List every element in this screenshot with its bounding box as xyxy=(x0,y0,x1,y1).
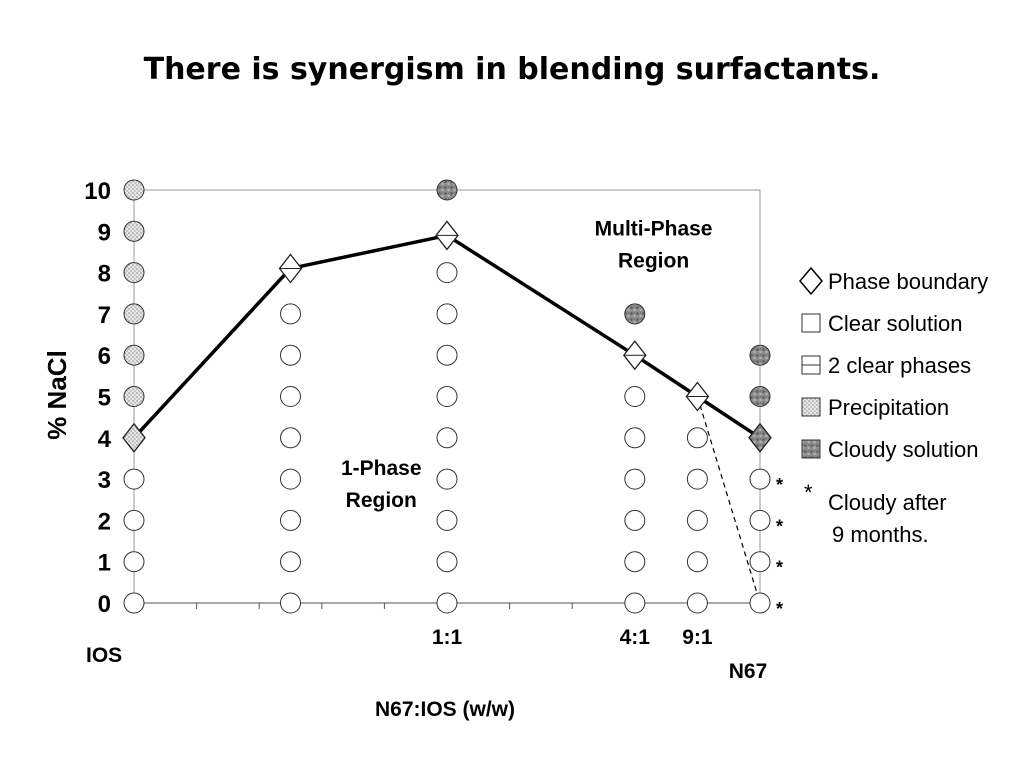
data-point-clear xyxy=(749,509,771,531)
data-point-clear xyxy=(436,551,458,573)
square-icon xyxy=(801,439,821,459)
data-point-clear xyxy=(280,427,301,449)
x-tick-label: N67 xyxy=(729,660,768,683)
region-label: Multi-Phase xyxy=(595,217,713,240)
y-axis-label: % NaCl xyxy=(42,350,72,440)
legend-label: Phase boundary xyxy=(828,269,988,294)
data-point-cloudy xyxy=(436,179,458,201)
data-point-clear xyxy=(436,262,458,284)
legend-label: Clear solution xyxy=(828,311,963,336)
data-point-cloudy xyxy=(624,303,646,325)
data-point-clear xyxy=(624,386,646,407)
data-point-clear xyxy=(280,509,301,531)
y-tick-label: 6 xyxy=(98,343,111,370)
data-point-clear xyxy=(436,468,458,490)
data-point-clear xyxy=(123,468,145,490)
y-tick-label: 9 xyxy=(98,219,111,246)
legend-note-text: Cloudy after xyxy=(828,490,947,515)
data-point-clear xyxy=(280,303,301,325)
legend-item: Precipitation xyxy=(801,395,949,420)
y-tick-label: 8 xyxy=(98,261,111,288)
data-point-clear xyxy=(749,468,771,490)
y-tick-label: 0 xyxy=(98,591,111,618)
data-point-clear xyxy=(436,303,458,325)
phase-boundary-point xyxy=(748,422,772,453)
y-tick-label: 2 xyxy=(98,508,111,535)
data-point-clear xyxy=(123,509,145,531)
data-point-precip xyxy=(123,303,145,325)
data-point-clear xyxy=(280,344,301,366)
data-point-clear xyxy=(686,509,708,531)
y-tick-label: 10 xyxy=(84,178,111,205)
data-point-clear xyxy=(686,592,708,614)
data-point-clear xyxy=(749,551,771,573)
legend-item: Phase boundary xyxy=(799,266,988,296)
star-marker: * xyxy=(776,516,783,536)
x-axis-label: N67:IOS (w/w) xyxy=(375,698,515,721)
cloudy-boundary-dashed-line xyxy=(696,396,761,604)
data-point-clear xyxy=(123,592,145,614)
data-point-clear xyxy=(749,592,771,614)
data-point-clear xyxy=(436,386,458,407)
y-tick-label: 4 xyxy=(98,426,112,453)
data-point-clear xyxy=(624,468,646,490)
star-marker: * xyxy=(776,475,783,495)
data-point-clear xyxy=(436,592,458,614)
data-point-clear xyxy=(624,551,646,573)
slide-title: There is synergism in blending surfactan… xyxy=(143,52,881,87)
y-tick-label: 7 xyxy=(98,302,111,329)
y-tick-label: 1 xyxy=(98,550,111,577)
y-tick-label: 5 xyxy=(98,385,111,412)
legend-note-text: 9 months. xyxy=(832,522,929,547)
legend-item: Clear solution xyxy=(801,311,963,336)
star-marker: * xyxy=(776,599,783,619)
data-point-precip xyxy=(123,220,145,242)
x-tick-label: 9:1 xyxy=(682,626,713,649)
data-point-clear xyxy=(686,468,708,490)
data-point-precip xyxy=(123,344,145,366)
data-point-clear xyxy=(624,427,646,449)
data-point-clear xyxy=(686,551,708,573)
marks-layer xyxy=(122,179,772,614)
legend-item: Cloudy solution xyxy=(801,437,978,462)
data-point-clear xyxy=(280,592,301,614)
legend-label: Precipitation xyxy=(828,395,949,420)
data-point-clear xyxy=(123,551,145,573)
region-label: Region xyxy=(618,249,689,272)
data-point-clear xyxy=(436,427,458,449)
data-point-clear xyxy=(686,427,708,449)
legend-item: 2 clear phases xyxy=(801,353,971,378)
region-label: 1-Phase xyxy=(341,457,422,480)
data-point-precip xyxy=(123,262,145,284)
square-icon xyxy=(801,397,821,417)
star-marker: * xyxy=(776,558,783,578)
data-point-clear xyxy=(280,551,301,573)
y-tick-label: 3 xyxy=(98,467,111,494)
x-tick-label: 1:1 xyxy=(432,626,463,649)
data-point-precip xyxy=(123,386,145,407)
text-layer: % NaCl N67:IOS (w/w) 0 1 2 3 4 5 6 7 8 9 10 IOS 1:1 4… xyxy=(42,178,783,721)
legend: Phase boundary Clear solution 2 clear phas… xyxy=(799,266,988,547)
data-point-cloudy xyxy=(749,344,771,366)
square-icon xyxy=(801,313,821,333)
region-label: Region xyxy=(346,489,417,512)
phase-boundary-line xyxy=(132,233,761,440)
phase-boundary-point xyxy=(122,422,146,453)
diamond-icon xyxy=(799,266,823,296)
x-tick-label: IOS xyxy=(86,644,122,667)
data-point-cloudy xyxy=(749,386,771,407)
data-point-clear xyxy=(624,509,646,531)
data-point-clear xyxy=(624,592,646,614)
data-point-clear xyxy=(436,509,458,531)
legend-label: Cloudy solution xyxy=(828,437,978,462)
data-point-clear xyxy=(280,386,301,407)
legend-note-marker: * xyxy=(804,480,813,505)
data-point-clear xyxy=(280,468,301,490)
x-tick-label: 4:1 xyxy=(620,626,651,649)
data-point-clear xyxy=(436,344,458,366)
legend-label: 2 clear phases xyxy=(828,353,971,378)
data-point-precip xyxy=(123,179,145,201)
